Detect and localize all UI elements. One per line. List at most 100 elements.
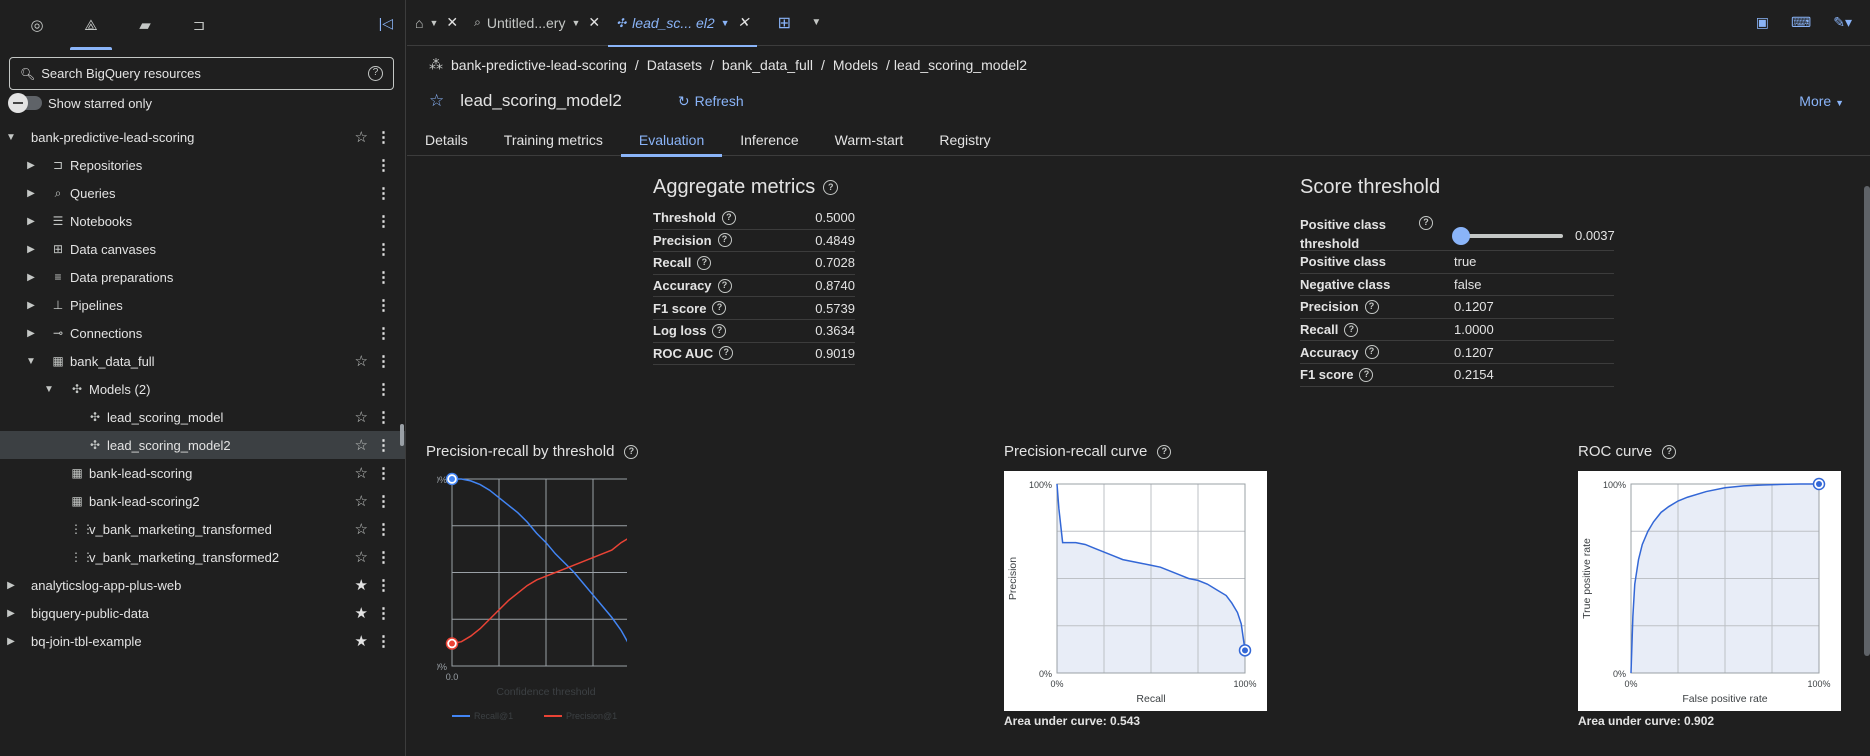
help-icon[interactable]: ? [712, 323, 727, 338]
more-actions-icon[interactable]: ⋮ [376, 577, 391, 594]
tree-item[interactable]: ✣ lead_scoring_model ☆ ⋮ [0, 403, 405, 431]
close-icon[interactable]: ✕ [446, 14, 459, 30]
help-icon[interactable]: ? [1364, 299, 1379, 314]
caret-right-icon[interactable]: ▶ [7, 607, 15, 619]
tree-item[interactable]: ▶ ⊐ Repositories ⋮ [0, 151, 405, 179]
more-actions-icon[interactable]: ⋮ [376, 241, 391, 258]
tab-lead-scoring-model2[interactable]: ✣ lead_sc... el2 ▼ ✕ [608, 0, 758, 47]
star-icon[interactable]: ★ [354, 605, 368, 622]
keyboard-icon[interactable]: ⌨ [1791, 14, 1812, 30]
more-actions-icon[interactable]: ⋮ [376, 353, 391, 370]
slider-handle[interactable] [1452, 227, 1471, 245]
refresh-button[interactable]: ↻ Refresh [678, 93, 744, 110]
caret-down-icon[interactable]: ▼ [44, 383, 54, 395]
subtab-training-metrics[interactable]: Training metrics [503, 132, 603, 148]
tree-item[interactable]: ▼ ▦ bank_data_full ☆ ⋮ [0, 347, 405, 375]
star-icon[interactable]: ☆ [354, 129, 368, 146]
caret-right-icon[interactable]: ▶ [27, 243, 35, 255]
help-icon[interactable]: ? [1662, 444, 1677, 459]
more-actions-icon[interactable]: ⋮ [376, 129, 391, 146]
tab-home[interactable]: ⌂ ▼ ✕ [407, 0, 466, 46]
more-actions-icon[interactable]: ⋮ [376, 465, 391, 482]
close-icon[interactable]: ✕ [588, 14, 601, 30]
caret-down-icon[interactable]: ▼ [26, 355, 36, 367]
more-actions-icon[interactable]: ⋮ [376, 157, 391, 174]
help-icon[interactable]: ? [719, 346, 734, 361]
compass-icon[interactable]: ◎ [30, 17, 44, 34]
search-box[interactable]: 🔍︎ ? [9, 57, 394, 90]
caret-right-icon[interactable]: ▶ [27, 271, 35, 283]
tree-item[interactable]: ▼ bank-predictive-lead-scoring ☆ ⋮ [0, 123, 405, 151]
breadcrumb-project[interactable]: bank-predictive-lead-scoring [451, 56, 627, 73]
caret-down-icon[interactable]: ▼ [6, 131, 16, 143]
tree-item[interactable]: ▦ bank-lead-scoring ☆ ⋮ [0, 459, 405, 487]
more-actions-icon[interactable]: ⋮ [376, 605, 391, 622]
star-icon[interactable]: ☆ [354, 465, 368, 482]
tree-item[interactable]: ✣ lead_scoring_model2 ☆ ⋮ [0, 431, 405, 459]
more-actions-icon[interactable]: ⋮ [376, 437, 391, 454]
more-actions-icon[interactable]: ⋮ [376, 269, 391, 286]
tree-item[interactable]: ⋮⋮ v_bank_marketing_transformed ☆ ⋮ [0, 515, 405, 543]
more-actions-icon[interactable]: ⋮ [376, 521, 391, 538]
tab-untitled-query[interactable]: ⌕ Untitled...ery ▼ ✕ [466, 0, 608, 46]
caret-right-icon[interactable]: ▶ [7, 579, 15, 591]
tree-item[interactable]: ▶ ⊸ Connections ⋮ [0, 319, 405, 347]
starred-toggle-switch[interactable] [8, 93, 42, 113]
close-icon[interactable]: ✕ [737, 14, 750, 30]
more-actions-icon[interactable]: ⋮ [376, 297, 391, 314]
star-icon[interactable]: ☆ [354, 549, 368, 566]
subtab-registry[interactable]: Registry [939, 132, 991, 148]
help-icon[interactable]: ? [1157, 444, 1172, 459]
more-actions-icon[interactable]: ⋮ [376, 409, 391, 426]
caret-right-icon[interactable]: ▶ [27, 187, 35, 199]
caret-right-icon[interactable]: ▶ [27, 299, 35, 311]
help-icon[interactable]: ? [697, 255, 712, 270]
tree-item[interactable]: ⋮⋮ v_bank_marketing_transformed2 ☆ ⋮ [0, 543, 405, 571]
subtab-evaluation[interactable]: Evaluation [620, 124, 723, 157]
show-starred-toggle[interactable]: Show starred only [8, 93, 152, 113]
search-input[interactable] [41, 66, 393, 81]
star-icon[interactable]: ☆ [354, 521, 368, 538]
star-icon[interactable]: ☆ [354, 409, 368, 426]
breadcrumb-datasets[interactable]: Datasets [646, 56, 703, 73]
more-actions-icon[interactable]: ⋮ [376, 185, 391, 202]
chevron-down-icon[interactable]: ▼ [571, 17, 581, 28]
help-icon[interactable]: ? [823, 180, 839, 195]
star-icon[interactable]: ★ [354, 633, 368, 650]
folder-icon[interactable]: ▰ [139, 17, 151, 34]
tree-item[interactable]: ▶ bigquery-public-data ★ ⋮ [0, 599, 405, 627]
more-tabs-icon[interactable]: ▼ [811, 17, 822, 28]
add-tab-icon[interactable]: ⊞ [777, 14, 792, 32]
more-actions-icon[interactable]: ⋮ [376, 325, 391, 342]
more-button[interactable]: More ▼ [1799, 93, 1844, 109]
subtab-warm-start[interactable]: Warm-start [834, 132, 904, 148]
chevron-down-icon[interactable]: ▼ [720, 17, 730, 28]
tree-item[interactable]: ▶ ⊥ Pipelines ⋮ [0, 291, 405, 319]
tree-item[interactable]: ▶ analyticslog-app-plus-web ★ ⋮ [0, 571, 405, 599]
help-icon[interactable]: ? [721, 210, 736, 225]
tree-item[interactable]: ▼ ✣ Models (2) ⋮ [0, 375, 405, 403]
screen-share-icon[interactable]: ▣ [1755, 14, 1770, 30]
tree-item[interactable]: ▶ ≡ Data preparations ⋮ [0, 263, 405, 291]
more-actions-icon[interactable]: ⋮ [376, 549, 391, 566]
sidebar-scrollbar[interactable] [400, 424, 404, 446]
caret-right-icon[interactable]: ▶ [27, 215, 35, 227]
breadcrumb-dataset[interactable]: bank_data_full [721, 56, 813, 73]
help-icon[interactable]: ? [624, 444, 639, 459]
more-actions-icon[interactable]: ⋮ [376, 381, 391, 398]
help-icon[interactable]: ? [1364, 345, 1379, 360]
caret-right-icon[interactable]: ▶ [27, 159, 35, 171]
collapse-sidebar-icon[interactable]: |◁ [378, 15, 393, 31]
star-icon[interactable]: ★ [354, 577, 368, 594]
star-icon[interactable]: ☆ [354, 493, 368, 510]
breadcrumb-models[interactable]: Models [832, 56, 879, 73]
repository-icon[interactable]: ⊐ [192, 17, 206, 34]
help-icon[interactable]: ? [717, 233, 732, 248]
more-actions-icon[interactable]: ⋮ [376, 633, 391, 650]
magic-wand-icon[interactable]: ✎▾ [1833, 14, 1852, 30]
tree-item[interactable]: ▶ ☰ Notebooks ⋮ [0, 207, 405, 235]
more-actions-icon[interactable]: ⋮ [376, 213, 391, 230]
chevron-down-icon[interactable]: ▼ [429, 17, 439, 28]
threshold-slider[interactable] [1452, 227, 1563, 245]
help-icon[interactable]: ? [712, 301, 727, 316]
